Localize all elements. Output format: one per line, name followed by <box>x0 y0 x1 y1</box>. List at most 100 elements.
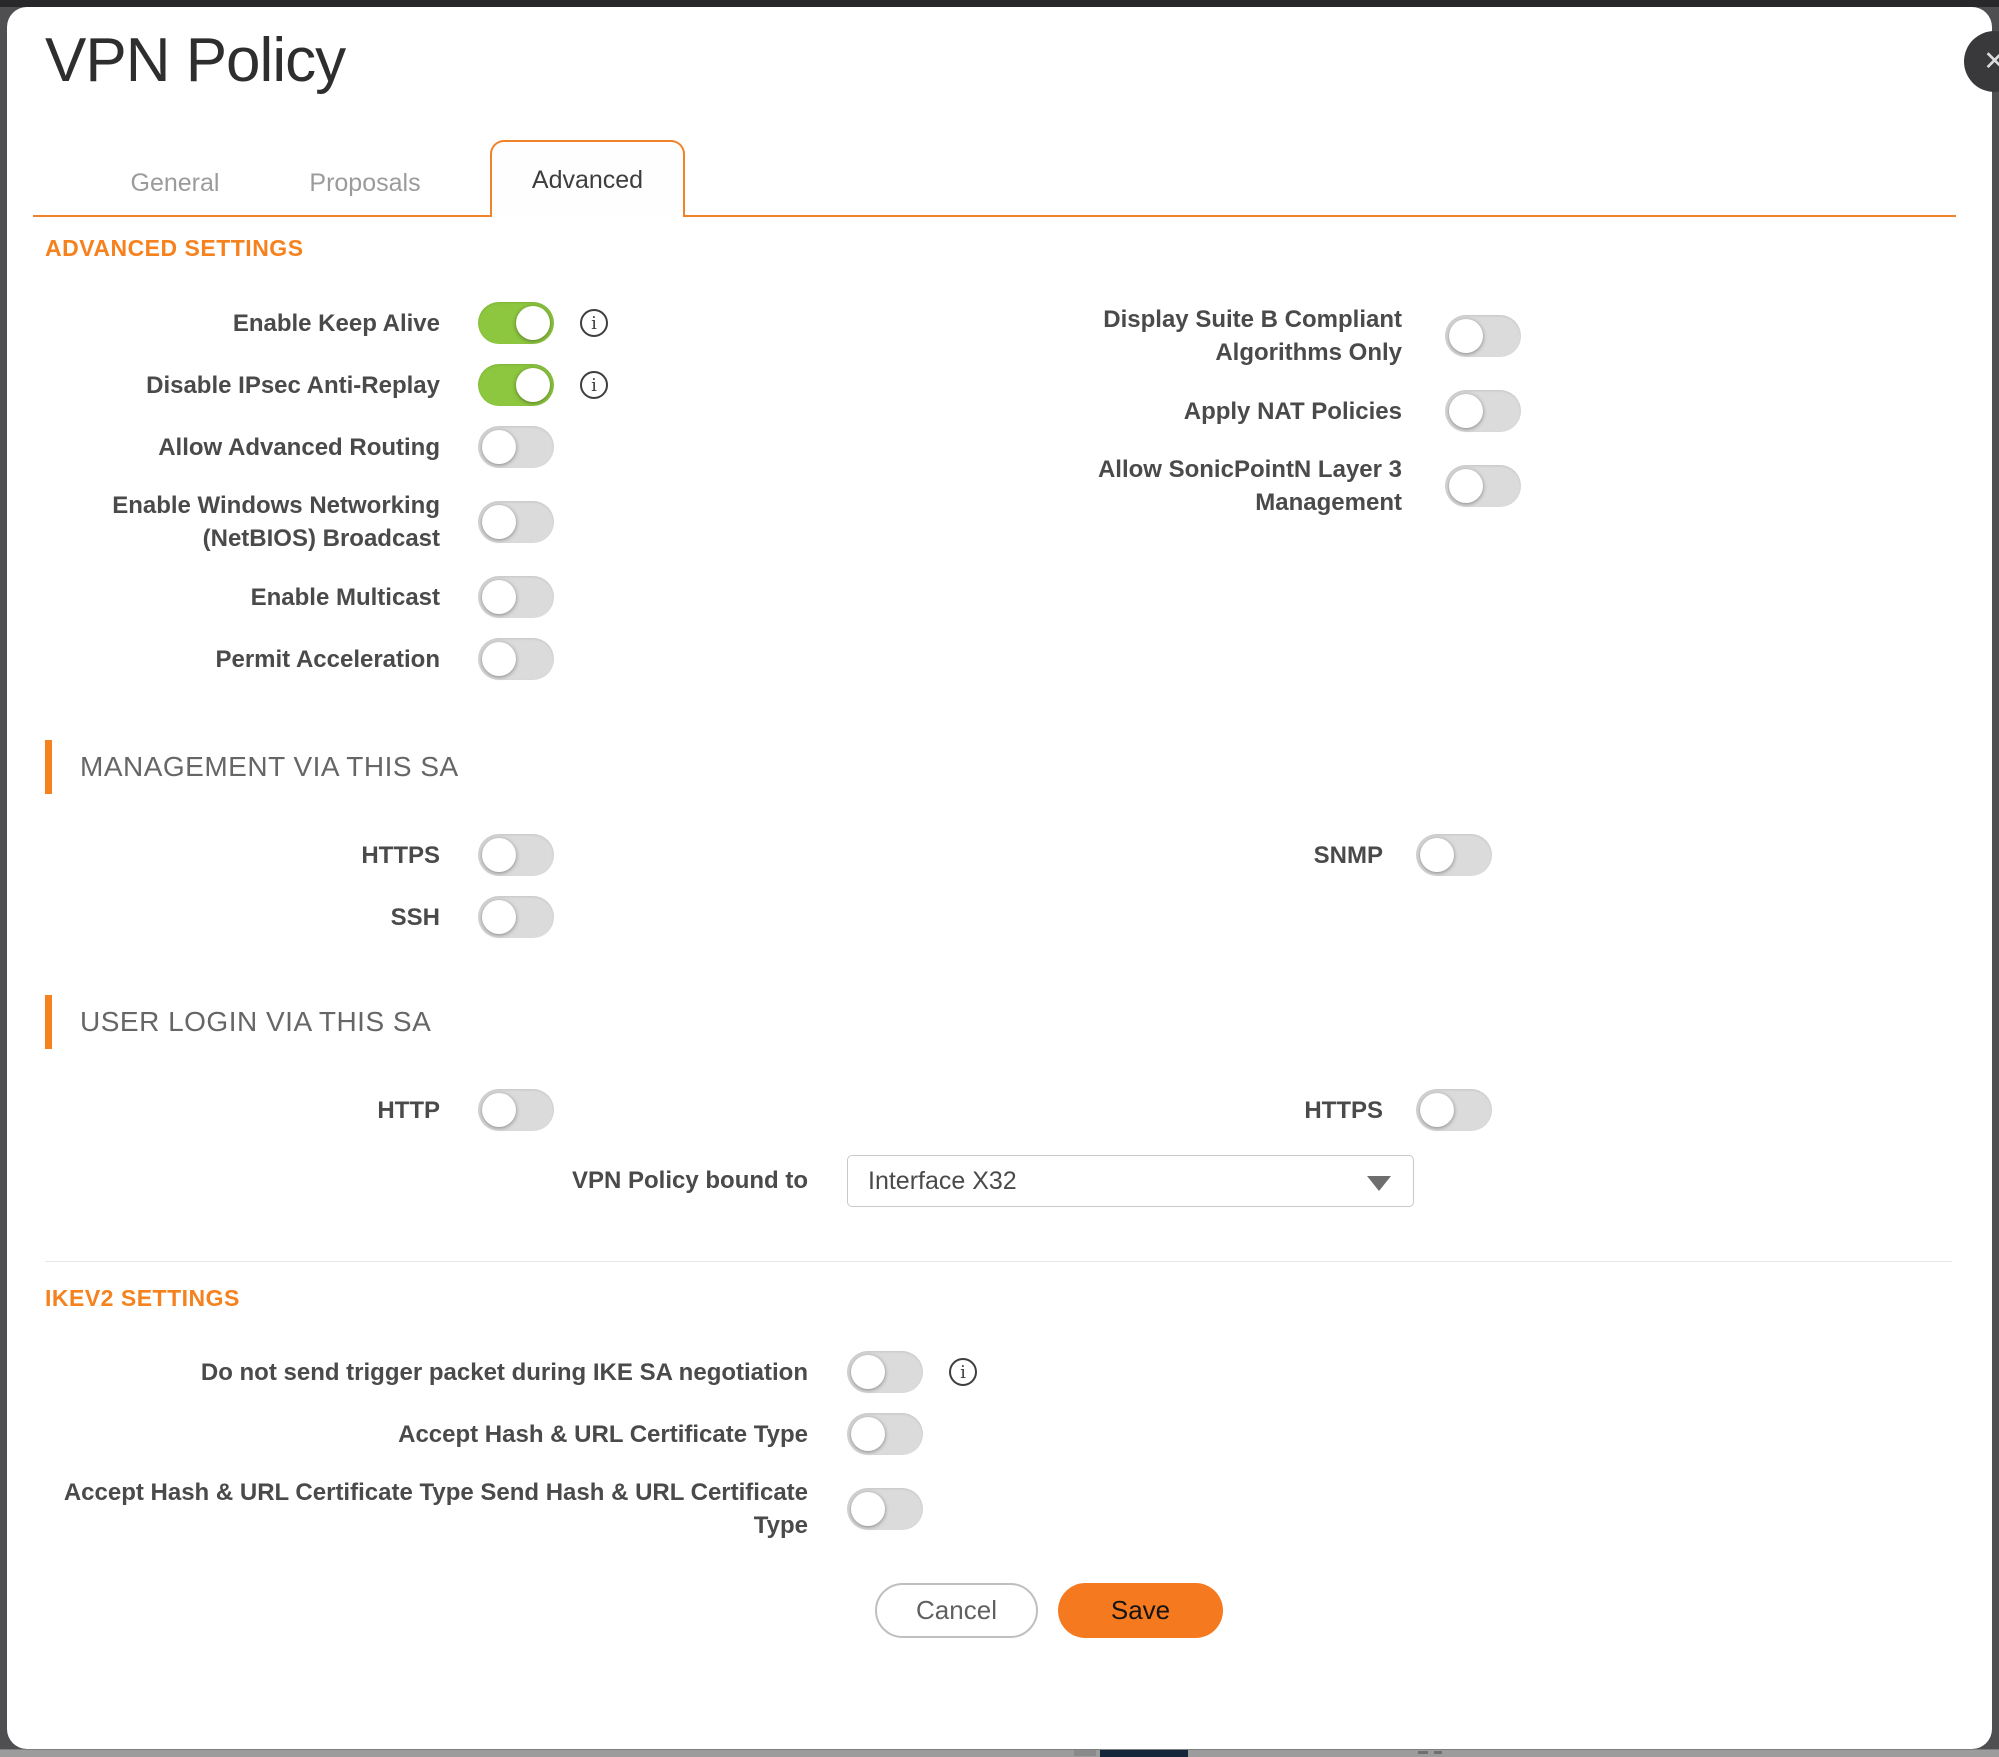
management-section-header: MANAGEMENT VIA THIS SA <box>45 740 459 794</box>
setting-label: Display Suite B Compliant Algorithms Onl… <box>1103 306 1402 366</box>
toggle-enable-windows-networking-broadcast[interactable] <box>478 501 554 543</box>
toggle-knob <box>1420 838 1454 872</box>
toggle-knob <box>482 838 516 872</box>
backdrop-detail <box>1100 1750 1188 1757</box>
setting-label: SNMP <box>1313 841 1383 869</box>
toggle-knob <box>1420 1093 1454 1127</box>
bound-to-label: VPN Policy bound to <box>571 1167 808 1194</box>
setting-row: Enable Multicast <box>45 566 608 628</box>
section-heading: USER LOGIN VIA THIS SA <box>80 1006 432 1037</box>
toggle-management-snmp[interactable] <box>1416 834 1492 876</box>
setting-label: Allow SonicPointN Layer 3 Management <box>1097 456 1402 516</box>
setting-row: SNMP <box>988 824 1492 886</box>
setting-label: Apply NAT Policies <box>1183 397 1402 425</box>
setting-label: Enable Keep Alive <box>232 309 440 337</box>
setting-row: Accept Hash & URL Certificate Type <box>45 1403 977 1465</box>
tab-proposals[interactable]: Proposals <box>309 169 421 197</box>
setting-label: Enable Windows Networking (NetBIOS) Broa… <box>112 492 440 552</box>
toggle-knob <box>851 1417 885 1451</box>
toggle-management-https[interactable] <box>478 834 554 876</box>
toggle-accept-hash-url-cert[interactable] <box>847 1413 923 1455</box>
save-button[interactable]: Save <box>1058 1583 1223 1638</box>
toggle-display-suite-b-compliant[interactable] <box>1445 315 1521 357</box>
advanced-settings-left-column: Enable Keep Alive i Disable IPsec Anti-R… <box>45 292 608 690</box>
setting-label: Enable Multicast <box>250 583 440 611</box>
ikev2-settings-heading: IKEV2 SETTINGS <box>45 1285 240 1311</box>
advanced-settings-right-column: Display Suite B Compliant Algorithms Onl… <box>1007 292 1521 530</box>
management-left-column: HTTPS SSH <box>45 824 554 948</box>
setting-row: Allow Advanced Routing <box>45 416 608 478</box>
info-icon[interactable]: i <box>949 1358 977 1386</box>
setting-row: HTTP <box>45 1079 554 1141</box>
toggle-knob <box>1449 469 1483 503</box>
toggle-enable-keep-alive[interactable] <box>478 302 554 344</box>
backdrop-detail <box>1418 1751 1428 1754</box>
backdrop-top-edge <box>0 0 1999 7</box>
user-login-left-column: HTTP <box>45 1079 554 1141</box>
tab-underline <box>33 215 1956 217</box>
toggle-management-ssh[interactable] <box>478 896 554 938</box>
footer-actions: Cancel Save <box>875 1583 1223 1638</box>
toggle-enable-multicast[interactable] <box>478 576 554 618</box>
toggle-allow-sonicpointn-layer3[interactable] <box>1445 465 1521 507</box>
vpn-policy-dialog: VPN Policy General Proposals Advanced AD… <box>7 7 1992 1749</box>
cancel-button[interactable]: Cancel <box>875 1583 1038 1638</box>
backdrop-detail <box>1074 1750 1096 1756</box>
info-icon[interactable]: i <box>580 371 608 399</box>
setting-label: HTTPS <box>361 841 440 869</box>
toggle-knob <box>516 368 550 402</box>
setting-row: Display Suite B Compliant Algorithms Onl… <box>1007 292 1521 380</box>
vpn-policy-bound-to-select[interactable]: Interface X32 <box>847 1155 1414 1207</box>
tab-general[interactable]: General <box>130 169 220 197</box>
toggle-knob <box>516 306 550 340</box>
toggle-permit-acceleration[interactable] <box>478 638 554 680</box>
advanced-settings-heading: ADVANCED SETTINGS <box>45 235 304 261</box>
toggle-knob <box>482 430 516 464</box>
toggle-knob <box>482 580 516 614</box>
setting-row: Disable IPsec Anti-Replay i <box>45 354 608 416</box>
setting-label: Accept Hash & URL Certificate Type Send … <box>63 1479 808 1539</box>
vpn-policy-bound-row: VPN Policy bound to Interface X32 <box>45 1155 1414 1207</box>
toggle-apply-nat-policies[interactable] <box>1445 390 1521 432</box>
section-accent-bar <box>45 995 52 1049</box>
toggle-no-trigger-packet[interactable] <box>847 1351 923 1393</box>
toggle-knob <box>851 1355 885 1389</box>
section-divider <box>45 1261 1952 1262</box>
toggle-knob <box>482 900 516 934</box>
toggle-knob <box>1449 319 1483 353</box>
info-icon[interactable]: i <box>580 309 608 337</box>
selected-interface-value: Interface X32 <box>868 1166 1017 1195</box>
setting-label: HTTP <box>377 1096 440 1124</box>
toggle-knob <box>482 505 516 539</box>
backdrop-bottom-strip <box>0 1749 1999 1757</box>
setting-label: HTTPS <box>1304 1096 1383 1124</box>
backdrop-detail <box>1434 1751 1442 1754</box>
toggle-knob <box>851 1492 885 1526</box>
tab-advanced[interactable]: Advanced <box>490 140 685 217</box>
setting-row: HTTPS <box>45 824 554 886</box>
toggle-allow-advanced-routing[interactable] <box>478 426 554 468</box>
setting-row: HTTPS <box>988 1079 1492 1141</box>
setting-label: Accept Hash & URL Certificate Type <box>398 1420 808 1448</box>
toggle-disable-ipsec-anti-replay[interactable] <box>478 364 554 406</box>
toggle-user-login-http[interactable] <box>478 1089 554 1131</box>
section-accent-bar <box>45 740 52 794</box>
toggle-accept-send-hash-url-cert[interactable] <box>847 1488 923 1530</box>
toggle-knob <box>1449 394 1483 428</box>
close-icon: ✕ <box>1983 46 1999 76</box>
management-right-column: SNMP <box>988 824 1492 886</box>
setting-label: Disable IPsec Anti-Replay <box>146 371 440 399</box>
toggle-knob <box>482 642 516 676</box>
setting-row: SSH <box>45 886 554 948</box>
setting-label: Do not send trigger packet during IKE SA… <box>200 1358 808 1386</box>
setting-row: Accept Hash & URL Certificate Type Send … <box>45 1465 977 1553</box>
toggle-user-login-https[interactable] <box>1416 1089 1492 1131</box>
setting-row: Allow SonicPointN Layer 3 Management <box>1007 442 1521 530</box>
setting-row: Apply NAT Policies <box>1007 380 1521 442</box>
toggle-knob <box>482 1093 516 1127</box>
setting-label: SSH <box>390 903 440 931</box>
setting-row: Enable Windows Networking (NetBIOS) Broa… <box>45 478 608 566</box>
setting-label: Allow Advanced Routing <box>158 433 440 461</box>
setting-label: Permit Acceleration <box>215 645 440 673</box>
